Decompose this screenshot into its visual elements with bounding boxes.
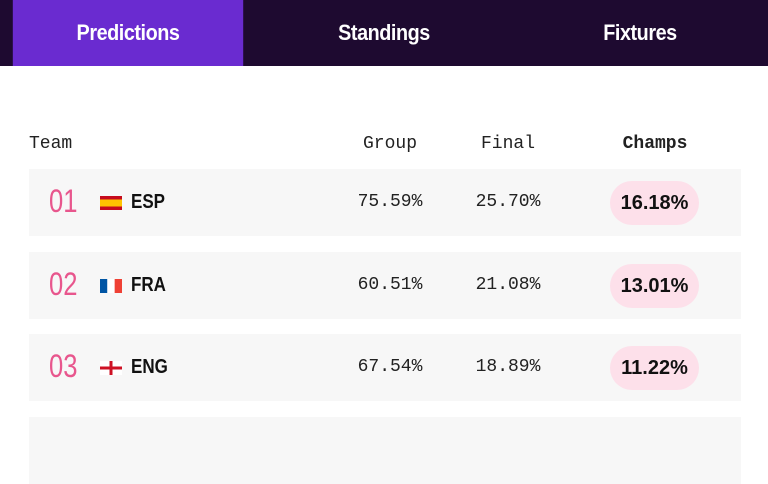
table-row: 01 ESP 75.59% 25.70% 16.18% bbox=[29, 169, 741, 236]
tab-bar: Predictions Standings Fixtures bbox=[0, 0, 768, 66]
rank: 01 bbox=[49, 183, 78, 219]
rank: 03 bbox=[49, 348, 78, 384]
team-code: ESP bbox=[131, 191, 166, 213]
table-row: 03 ENG 67.54% 18.89% 11.22% bbox=[29, 334, 741, 401]
column-header: Team bbox=[29, 134, 73, 154]
rank: 02 bbox=[49, 266, 78, 302]
tab[interactable]: Standings bbox=[338, 20, 430, 45]
final-pct: 25.70% bbox=[475, 192, 541, 212]
team-code: ENG bbox=[131, 356, 168, 378]
column-header: Group bbox=[362, 134, 418, 154]
group-pct: 75.59% bbox=[357, 192, 423, 212]
column-header: Champs bbox=[622, 134, 688, 154]
column-header: Final bbox=[480, 134, 536, 154]
flag bbox=[100, 361, 122, 375]
tab[interactable]: Fixtures bbox=[603, 20, 677, 45]
team-code: FRA bbox=[131, 274, 166, 296]
champs-pct: 13.01% bbox=[610, 264, 699, 308]
final-pct: 21.08% bbox=[475, 275, 541, 295]
champs-pct: 16.18% bbox=[610, 181, 699, 225]
flag bbox=[100, 279, 122, 293]
group-pct: 67.54% bbox=[357, 357, 423, 377]
final-pct: 18.89% bbox=[475, 357, 541, 377]
tab[interactable]: Predictions bbox=[12, 0, 244, 66]
table-row: 02 FRA 60.51% 21.08% 13.01% bbox=[29, 252, 741, 319]
table-row bbox=[29, 417, 741, 484]
flag bbox=[100, 196, 122, 210]
group-pct: 60.51% bbox=[357, 275, 423, 295]
page: Predictions Standings Fixtures Team Grou… bbox=[0, 0, 768, 401]
champs-pct: 11.22% bbox=[610, 346, 699, 390]
